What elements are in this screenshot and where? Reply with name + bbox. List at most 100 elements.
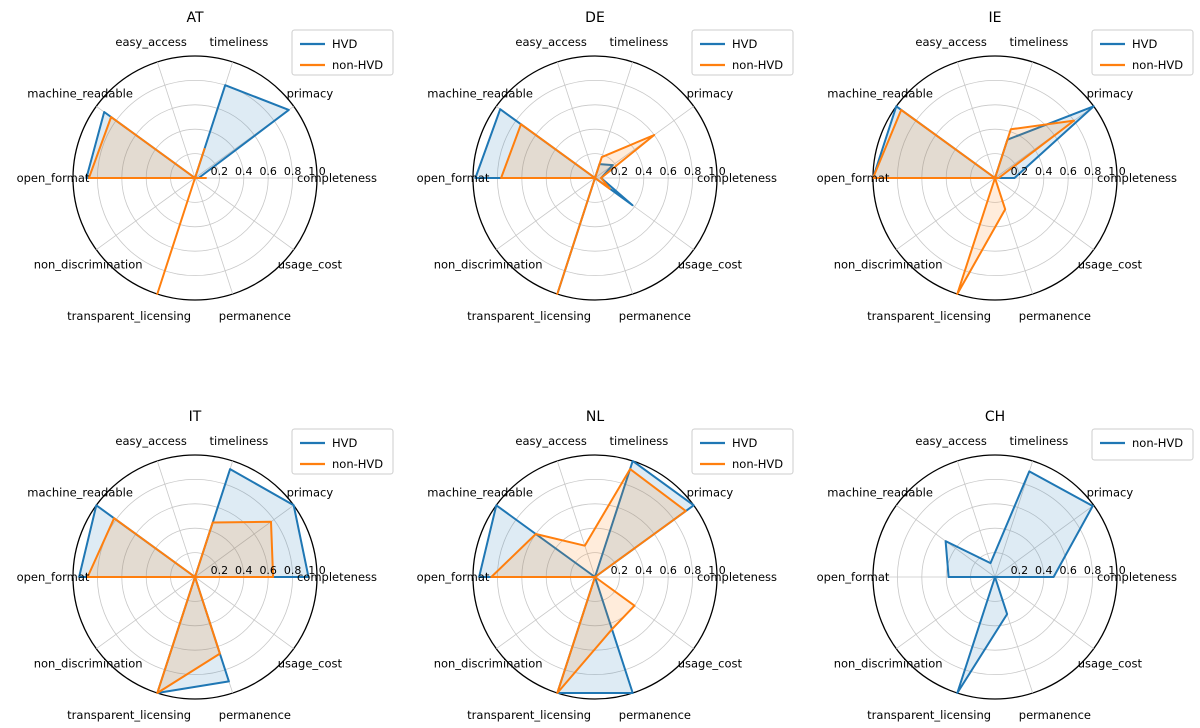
radar-chart-IT: 0.2 0.4 0.6 0.8 1.0 timeliness primacy complete… bbox=[17, 409, 394, 722]
axis-label-machine_readable: machine_readable bbox=[427, 87, 533, 101]
spoke-non_discrimination bbox=[96, 177, 196, 251]
axis-label-easy_access: easy_access bbox=[115, 35, 186, 49]
axis-label-transparent_licensing: transparent_licensing bbox=[467, 708, 591, 722]
legend-label-non-HVD: non-HVD bbox=[332, 58, 383, 72]
legend-label-HVD: HVD bbox=[332, 37, 358, 51]
chart-title-IE: IE bbox=[989, 10, 1002, 26]
rtick-label: 0.8 bbox=[284, 564, 302, 577]
spoke-usage_cost bbox=[194, 177, 294, 251]
spoke-easy_access bbox=[556, 460, 596, 578]
series-non-HVD-line bbox=[86, 517, 275, 694]
axis-label-primacy: primacy bbox=[687, 486, 734, 500]
chart-title-NL: NL bbox=[586, 409, 604, 425]
rtick-label: 0.4 bbox=[1035, 564, 1053, 577]
axis-label-easy_access: easy_access bbox=[515, 434, 586, 448]
axis-label-open_format: open_format bbox=[17, 171, 90, 185]
series-HVD-fill bbox=[86, 85, 289, 178]
legend-box bbox=[691, 29, 794, 76]
spoke-easy_access bbox=[556, 61, 596, 179]
rtick-label: 0.8 bbox=[284, 165, 302, 178]
axis-label-usage_cost: usage_cost bbox=[278, 656, 343, 670]
spoke-non_discrimination bbox=[896, 177, 996, 251]
axis-label-primacy: primacy bbox=[1087, 486, 1134, 500]
rtick-label: 0.2 bbox=[211, 564, 229, 577]
axis-label-transparent_licensing: transparent_licensing bbox=[867, 708, 991, 722]
legend-label-non-HVD: non-HVD bbox=[732, 58, 783, 72]
axis-label-permanence: permanence bbox=[219, 309, 291, 323]
rtick-label: 0.6 bbox=[1059, 564, 1077, 577]
rtick-label: 0.2 bbox=[1011, 564, 1029, 577]
axis-label-transparent_licensing: transparent_licensing bbox=[467, 309, 591, 323]
axis-label-permanence: permanence bbox=[619, 708, 691, 722]
axis-label-completeness: completeness bbox=[697, 570, 777, 584]
radar-chart-NL: 0.2 0.4 0.6 0.8 1.0 timeliness primacy complete… bbox=[417, 409, 794, 722]
legend: HVD non-HVD bbox=[291, 428, 394, 475]
axis-label-transparent_licensing: transparent_licensing bbox=[867, 309, 991, 323]
axis-label-open_format: open_format bbox=[817, 570, 890, 584]
axis-label-timeliness: timeliness bbox=[1010, 35, 1069, 49]
axis-label-permanence: permanence bbox=[219, 708, 291, 722]
chart-title-DE: DE bbox=[585, 10, 605, 26]
legend-label-HVD: HVD bbox=[732, 436, 758, 450]
spoke-primacy bbox=[994, 504, 1094, 578]
series-non-HVD-fill bbox=[501, 124, 655, 294]
radar-chart-AT: 0.2 0.4 0.6 0.8 1.0 timeliness primacy complete… bbox=[17, 10, 394, 323]
axis-label-primacy: primacy bbox=[1087, 87, 1134, 101]
rtick-label: 0.8 bbox=[684, 564, 702, 577]
rtick-label: 0.4 bbox=[635, 165, 653, 178]
axis-label-usage_cost: usage_cost bbox=[1078, 257, 1143, 271]
spoke-easy_access bbox=[956, 61, 996, 179]
series-HVD-fill bbox=[475, 109, 633, 292]
axis-label-non_discrimination: non_discrimination bbox=[834, 656, 943, 670]
legend-label-HVD: HVD bbox=[1132, 37, 1158, 51]
axis-label-primacy: primacy bbox=[687, 87, 734, 101]
axis-label-machine_readable: machine_readable bbox=[27, 486, 133, 500]
axis-label-completeness: completeness bbox=[697, 171, 777, 185]
axis-label-open_format: open_format bbox=[817, 171, 890, 185]
spoke-primacy bbox=[194, 504, 294, 578]
rtick-label: 1.0 bbox=[708, 564, 726, 577]
axis-label-usage_cost: usage_cost bbox=[278, 257, 343, 271]
rtick-label: 0.6 bbox=[259, 165, 277, 178]
axis-label-machine_readable: machine_readable bbox=[427, 486, 533, 500]
axis-label-timeliness: timeliness bbox=[1010, 434, 1069, 448]
spoke-usage_cost bbox=[994, 576, 1094, 650]
legend: HVD non-HVD bbox=[291, 29, 394, 76]
rtick-label: 1.0 bbox=[708, 165, 726, 178]
axis-label-completeness: completeness bbox=[1097, 171, 1177, 185]
legend-box bbox=[291, 29, 394, 76]
spoke-easy_access bbox=[156, 460, 196, 578]
rtick-label: 1.0 bbox=[308, 165, 326, 178]
series-non-HVD-fill bbox=[491, 469, 686, 693]
axis-label-open_format: open_format bbox=[417, 171, 490, 185]
rtick-label: 0.4 bbox=[235, 564, 253, 577]
axis-label-easy_access: easy_access bbox=[115, 434, 186, 448]
rtick-label: 0.6 bbox=[259, 564, 277, 577]
axis-label-transparent_licensing: transparent_licensing bbox=[67, 309, 191, 323]
rtick-label: 0.8 bbox=[1084, 165, 1102, 178]
axis-label-machine_readable: machine_readable bbox=[27, 87, 133, 101]
series-non-HVD-line bbox=[87, 116, 207, 295]
legend-box bbox=[691, 428, 794, 475]
rtick-label: 0.4 bbox=[235, 165, 253, 178]
axis-label-easy_access: easy_access bbox=[915, 434, 986, 448]
radar-chart-DE: 0.2 0.4 0.6 0.8 1.0 timeliness primacy complete… bbox=[417, 10, 794, 323]
spoke-permanence bbox=[194, 177, 234, 295]
axis-label-machine_readable: machine_readable bbox=[827, 486, 933, 500]
legend-label-non-HVD: non-HVD bbox=[1132, 58, 1183, 72]
axis-label-usage_cost: usage_cost bbox=[1078, 656, 1143, 670]
radar-chart-IE: 0.2 0.4 0.6 0.8 1.0 timeliness primacy complete… bbox=[817, 10, 1194, 323]
rtick-label: 0.2 bbox=[211, 165, 229, 178]
series-non-HVD-fill bbox=[87, 518, 274, 693]
axis-label-open_format: open_format bbox=[17, 570, 90, 584]
chart-title-IT: IT bbox=[189, 409, 202, 425]
axis-label-machine_readable: machine_readable bbox=[827, 87, 933, 101]
spoke-permanence bbox=[594, 177, 634, 295]
series-non-HVD-line bbox=[944, 470, 1094, 694]
rtick-label: 0.2 bbox=[611, 165, 629, 178]
legend: non-HVD bbox=[1091, 428, 1194, 461]
legend-label-non-HVD: non-HVD bbox=[732, 457, 783, 471]
spoke-usage_cost bbox=[994, 177, 1094, 251]
